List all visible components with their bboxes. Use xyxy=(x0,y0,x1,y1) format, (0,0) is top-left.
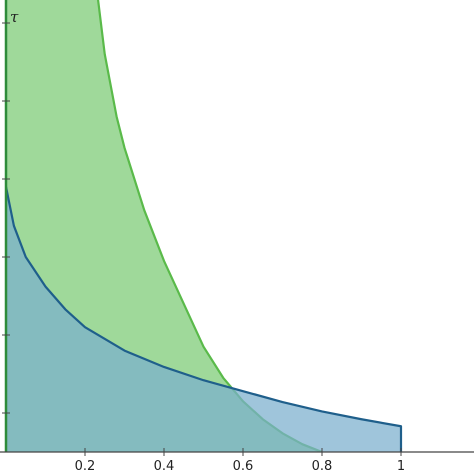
x-tick-label: 0.8 xyxy=(312,459,333,474)
x-tick-label: 0.4 xyxy=(154,459,175,474)
chart-ticks: 0.2 0.4 0.6 0.8 1 xyxy=(2,22,405,474)
chart-axes xyxy=(0,0,474,453)
series-2-line xyxy=(6,186,403,452)
x-tick-label: 0.6 xyxy=(233,459,254,474)
series-2-area xyxy=(6,186,401,452)
chart-area-group xyxy=(6,0,403,452)
y-axis-label: τ xyxy=(10,8,19,26)
x-tick-label: 1 xyxy=(397,459,405,474)
chart-areas xyxy=(6,0,403,452)
x-tick-label: 0.2 xyxy=(75,459,96,474)
